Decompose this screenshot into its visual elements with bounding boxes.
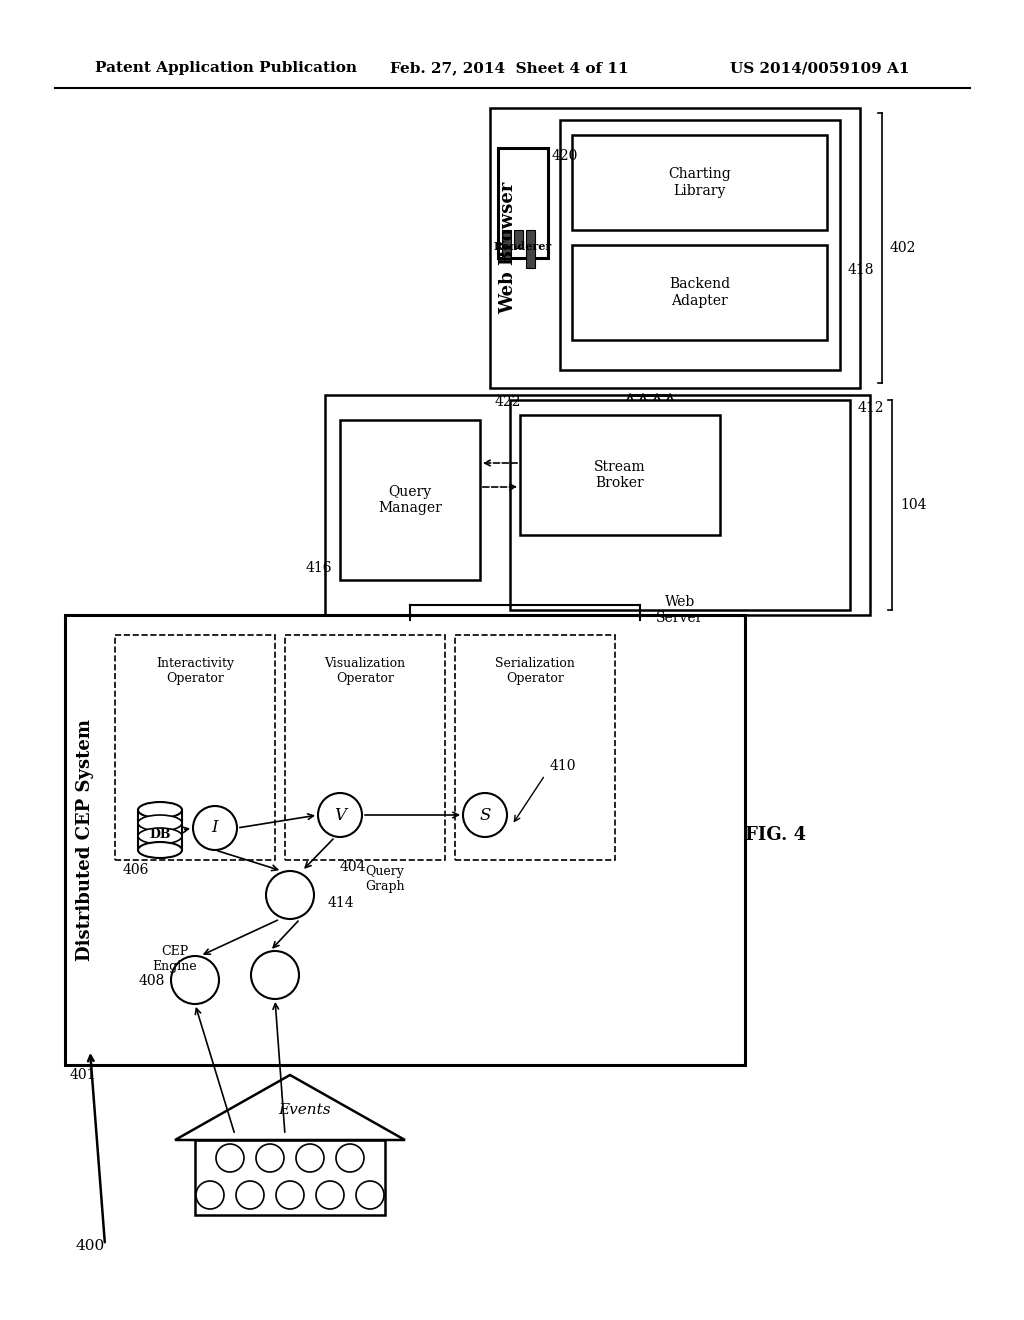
Text: Visualization
Operator: Visualization Operator (325, 657, 406, 685)
Text: Web Browser: Web Browser (499, 182, 517, 314)
Text: 420: 420 (552, 149, 579, 162)
Text: Patent Application Publication: Patent Application Publication (95, 61, 357, 75)
Ellipse shape (138, 814, 182, 832)
Text: CEP
Engine: CEP Engine (153, 945, 198, 973)
Text: US 2014/0059109 A1: US 2014/0059109 A1 (730, 61, 909, 75)
Ellipse shape (138, 842, 182, 858)
Circle shape (296, 1144, 324, 1172)
Text: Charting
Library: Charting Library (668, 168, 731, 198)
Bar (502, 230, 511, 257)
Circle shape (336, 1144, 364, 1172)
Text: 422: 422 (495, 395, 521, 409)
Text: S: S (479, 807, 490, 824)
Circle shape (318, 793, 362, 837)
Bar (325, 395, 870, 615)
Bar (572, 135, 827, 230)
Bar (455, 635, 615, 861)
Text: Feb. 27, 2014  Sheet 4 of 11: Feb. 27, 2014 Sheet 4 of 11 (390, 61, 629, 75)
Bar (510, 400, 850, 610)
Text: Interactivity
Operator: Interactivity Operator (156, 657, 234, 685)
Text: 416: 416 (305, 561, 332, 576)
Text: 406: 406 (123, 863, 150, 876)
Circle shape (276, 1181, 304, 1209)
Bar (490, 108, 860, 388)
Bar (138, 810, 182, 850)
Text: I: I (212, 820, 218, 837)
Text: Query
Graph: Query Graph (365, 865, 404, 894)
Circle shape (171, 956, 219, 1005)
Text: 410: 410 (550, 759, 577, 774)
Text: V: V (334, 807, 346, 824)
Bar (514, 230, 523, 248)
Circle shape (316, 1181, 344, 1209)
Text: Distributed CEP System: Distributed CEP System (76, 719, 94, 961)
Text: 414: 414 (328, 896, 354, 909)
Text: 412: 412 (858, 401, 885, 414)
Circle shape (193, 807, 237, 850)
Text: Web
Server: Web Server (656, 595, 703, 626)
Text: Backend
Adapter: Backend Adapter (669, 277, 730, 308)
Text: DB: DB (150, 828, 171, 841)
Text: Renderer: Renderer (494, 240, 552, 252)
Ellipse shape (138, 803, 182, 818)
Text: Serialization
Operator: Serialization Operator (495, 657, 574, 685)
Circle shape (463, 793, 507, 837)
Text: FIG. 4: FIG. 4 (745, 826, 806, 843)
Circle shape (266, 871, 314, 919)
Circle shape (216, 1144, 244, 1172)
Circle shape (196, 1181, 224, 1209)
Bar (520, 414, 720, 535)
Circle shape (251, 950, 299, 999)
Text: 408: 408 (138, 974, 165, 987)
Bar (285, 635, 445, 861)
Text: Query
Manager: Query Manager (378, 484, 442, 515)
Bar (498, 148, 548, 257)
Bar (115, 635, 275, 861)
Text: Events: Events (279, 1104, 332, 1117)
Text: 402: 402 (890, 242, 916, 255)
Ellipse shape (138, 828, 182, 843)
Bar (560, 120, 840, 370)
Text: 418: 418 (848, 263, 874, 277)
Bar (340, 420, 480, 579)
Text: Stream
Broker: Stream Broker (594, 459, 646, 490)
Text: 104: 104 (900, 498, 927, 512)
Text: 404: 404 (340, 861, 367, 874)
Circle shape (256, 1144, 284, 1172)
Text: 400: 400 (75, 1239, 104, 1253)
Bar (65, 615, 745, 1065)
Circle shape (236, 1181, 264, 1209)
Polygon shape (175, 1074, 406, 1140)
Bar (526, 230, 535, 268)
Circle shape (356, 1181, 384, 1209)
Bar (572, 246, 827, 341)
Text: 401: 401 (70, 1068, 96, 1082)
Bar (195, 1140, 385, 1214)
